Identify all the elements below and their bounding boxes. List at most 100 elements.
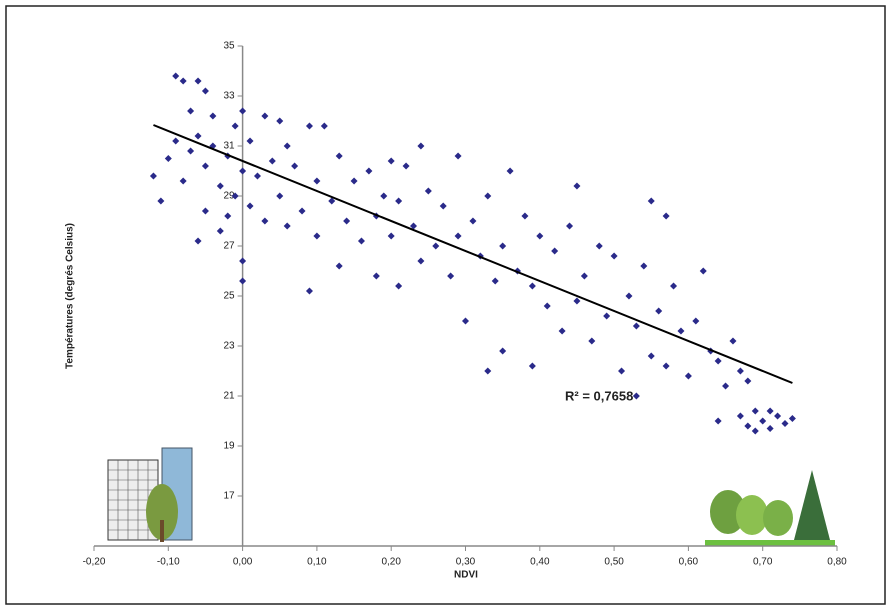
data-point: [640, 262, 648, 270]
data-point: [699, 267, 707, 275]
data-point: [402, 162, 410, 170]
x-tick-label: 0,50: [604, 557, 624, 568]
data-point: [729, 337, 737, 345]
y-tick-label: 23: [223, 341, 235, 352]
data-point: [350, 177, 358, 185]
data-point: [499, 242, 507, 250]
data-point: [305, 122, 313, 130]
data-point: [261, 217, 269, 225]
data-point: [261, 112, 269, 120]
data-point: [172, 137, 180, 145]
y-tick-label: 21: [223, 391, 235, 402]
data-point: [216, 227, 224, 235]
data-point: [291, 162, 299, 170]
data-point: [283, 142, 291, 150]
y-tick-label: 29: [223, 191, 235, 202]
data-point: [239, 167, 247, 175]
data-point: [357, 237, 365, 245]
data-point: [736, 412, 744, 420]
data-point: [484, 367, 492, 375]
x-tick-label: 0,60: [679, 557, 699, 568]
y-tick-label: 31: [223, 141, 235, 152]
data-point: [380, 192, 388, 200]
y-tick-label: 33: [223, 91, 235, 102]
data-point: [283, 222, 291, 230]
data-point: [231, 192, 239, 200]
data-point: [194, 132, 202, 140]
data-point: [409, 222, 417, 230]
data-point: [662, 362, 670, 370]
data-point: [172, 72, 180, 80]
data-point: [239, 107, 247, 115]
r2-annotation: R² = 0,7658: [565, 388, 633, 403]
data-point: [670, 282, 678, 290]
x-tick-label: 0,10: [307, 557, 327, 568]
y-axis-label: Températures (degrés Celsius): [65, 223, 76, 369]
data-point: [662, 212, 670, 220]
data-point: [677, 327, 685, 335]
data-point: [194, 237, 202, 245]
data-point: [328, 197, 336, 205]
data-point: [610, 252, 618, 260]
data-point: [246, 202, 254, 210]
data-point: [588, 337, 596, 345]
data-point: [751, 407, 759, 415]
data-point: [313, 232, 321, 240]
data-point: [788, 415, 796, 422]
y-tick-label: 17: [223, 491, 235, 502]
data-point: [179, 77, 187, 85]
data-point: [625, 292, 633, 300]
data-point: [387, 232, 395, 240]
x-tick-label: 0,80: [827, 557, 847, 568]
data-point: [580, 272, 588, 280]
data-point: [395, 197, 403, 205]
data-point: [744, 377, 752, 385]
data-point: [216, 182, 224, 190]
data-point: [766, 425, 774, 432]
data-point: [714, 357, 722, 365]
data-point: [335, 152, 343, 160]
data-point: [187, 107, 195, 115]
data-point: [528, 362, 536, 370]
data-point: [647, 197, 655, 205]
data-point: [194, 77, 202, 85]
data-point: [692, 317, 700, 325]
data-point: [201, 87, 209, 95]
data-point: [231, 122, 239, 130]
data-point: [424, 187, 432, 195]
data-point: [751, 427, 759, 435]
data-point: [417, 257, 425, 265]
data-point: [744, 422, 752, 430]
data-point: [439, 202, 447, 210]
y-tick-label: 27: [223, 241, 235, 252]
data-point: [684, 372, 692, 380]
data-point: [149, 172, 157, 180]
trees-icon: [705, 470, 835, 546]
data-point: [655, 307, 663, 315]
data-point: [558, 327, 566, 335]
data-point: [164, 155, 172, 162]
x-tick-label: 0,40: [530, 557, 550, 568]
data-point: [714, 417, 722, 425]
data-point: [521, 212, 529, 220]
data-point: [499, 347, 507, 355]
data-point: [432, 242, 440, 250]
x-tick-label: 0,30: [456, 557, 476, 568]
x-tick-label: 0,70: [753, 557, 773, 568]
data-point: [491, 277, 499, 285]
data-point: [395, 282, 403, 290]
data-point: [387, 157, 395, 165]
data-point: [632, 322, 640, 330]
data-point: [722, 382, 730, 390]
data-point: [372, 272, 380, 280]
data-point: [179, 177, 187, 185]
data-point: [298, 207, 306, 215]
data-point: [781, 420, 789, 427]
data-point: [239, 277, 247, 285]
data-point: [647, 352, 655, 360]
data-point: [417, 142, 425, 150]
data-point: [528, 282, 536, 290]
data-point: [759, 417, 767, 425]
x-axis-label: NDVI: [454, 570, 478, 581]
